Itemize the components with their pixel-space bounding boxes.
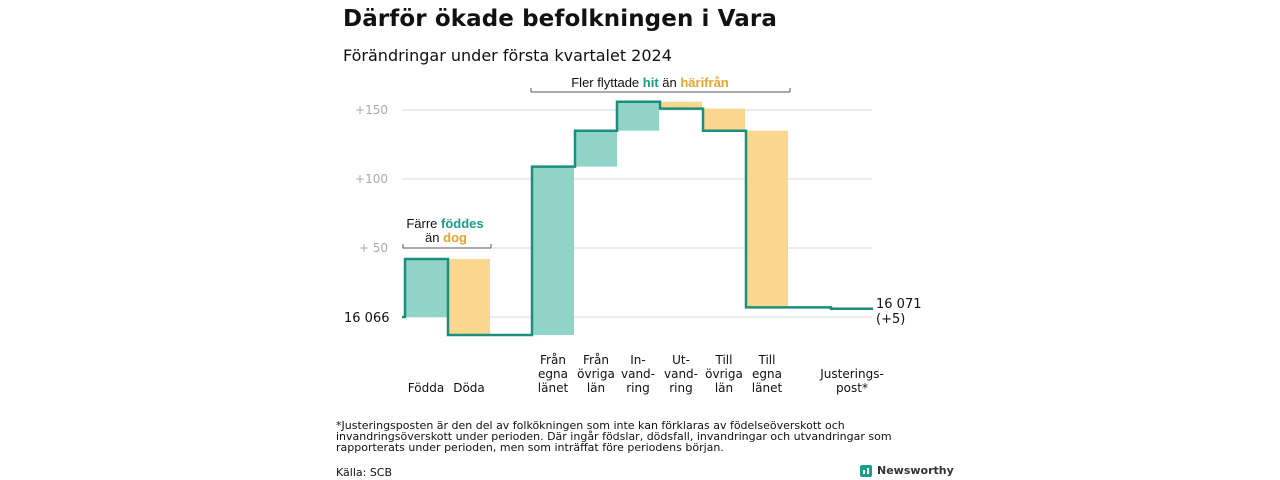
category-label: ring	[626, 381, 650, 395]
category-label: övriga	[705, 367, 743, 381]
category-label: Till	[758, 353, 776, 367]
category-label: Justerings-	[819, 367, 884, 381]
category-label: Till	[715, 353, 733, 367]
chart-title: Därför ökade befolkningen i Vara	[343, 6, 777, 32]
migration-annotation: Fler flyttade hit än härifrån	[571, 75, 729, 90]
category-label: länet	[752, 381, 783, 395]
brand: Newsworthy	[860, 464, 954, 477]
category-label: post*	[836, 381, 868, 395]
step-layer	[402, 100, 873, 337]
category-label: län	[715, 381, 733, 395]
category-label: övriga	[577, 367, 615, 381]
bar	[660, 101, 702, 109]
y-tick-label: + 50	[359, 241, 388, 255]
category-label: län	[587, 381, 605, 395]
y-tick-label: +100	[355, 172, 388, 186]
bar	[405, 259, 447, 317]
source-label: Källa: SCB	[336, 466, 393, 479]
category-label: länet	[538, 381, 569, 395]
bar-layer	[405, 101, 873, 335]
category-label: egna	[538, 367, 568, 381]
start-value-label: 16 066	[344, 311, 390, 326]
births-annotation-line1: Färre föddes	[406, 216, 483, 231]
bar	[617, 101, 659, 131]
births-annotation-line2: än dog	[425, 230, 467, 245]
end-change-label: (+5)	[876, 312, 905, 327]
end-value-label: 16 071	[876, 297, 922, 312]
bar	[532, 166, 574, 335]
bar	[448, 259, 490, 335]
category-label: Från	[583, 353, 609, 367]
y-tick-label: +150	[355, 103, 388, 117]
footnote: *Justeringsposten är den del av folkökni…	[336, 419, 892, 454]
category-label: Ut-	[672, 353, 690, 367]
newsworthy-logo-icon	[860, 464, 872, 477]
category-label: vand-	[664, 367, 698, 381]
step-line	[402, 100, 873, 337]
category-label: egna	[752, 367, 782, 381]
bar	[746, 130, 788, 308]
bar	[575, 130, 617, 167]
brand-name: Newsworthy	[877, 464, 954, 477]
category-label: vand-	[621, 367, 655, 381]
category-label: Från	[540, 353, 566, 367]
category-label: In-	[630, 353, 645, 367]
category-label: Döda	[453, 381, 485, 395]
bar	[703, 108, 745, 131]
category-label: ring	[669, 381, 693, 395]
category-label: Födda	[408, 381, 444, 395]
chart-subtitle: Förändringar under första kvartalet 2024	[343, 46, 672, 65]
